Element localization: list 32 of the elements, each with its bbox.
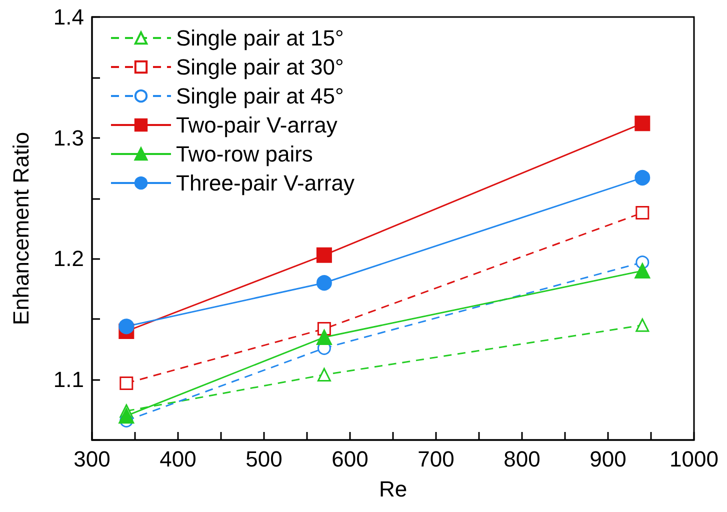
- x-tick-label: 500: [246, 446, 282, 472]
- legend-label: Two-pair V-array: [176, 112, 338, 138]
- x-tick-label: 1000: [670, 446, 718, 472]
- point: [636, 206, 650, 220]
- point: [120, 376, 134, 390]
- legend-label: Three-pair V-array: [176, 170, 355, 196]
- x-tick-label: 900: [590, 446, 626, 472]
- point: [316, 275, 332, 291]
- point: [118, 318, 134, 334]
- x-tick-label: 600: [332, 446, 368, 472]
- legend-label: Single pair at 45°: [176, 84, 344, 108]
- point: [118, 408, 134, 424]
- x-tick-label: 800: [504, 446, 540, 472]
- y-tick-label: 1.4: [53, 4, 84, 30]
- x-tick-label: 300: [74, 446, 110, 472]
- x-tick-label: 700: [418, 446, 454, 472]
- y-tick-label: 1.3: [53, 125, 84, 150]
- y-tick-label: 1.1: [53, 367, 84, 392]
- point: [636, 318, 650, 332]
- x-tick-label: 400: [160, 446, 196, 472]
- y-axis-title: Enhancement Ratio: [8, 132, 34, 326]
- point: [317, 368, 331, 382]
- point: [316, 330, 332, 346]
- legend-label: Two-row pairs: [176, 142, 313, 166]
- x-axis-title: Re: [378, 476, 408, 502]
- point: [634, 170, 650, 186]
- legend-label: Single pair at 15°: [176, 26, 344, 50]
- legend-label: Single pair at 30°: [176, 54, 344, 80]
- point: [316, 247, 332, 263]
- point: [634, 263, 650, 279]
- point: [634, 116, 650, 132]
- y-tick-label: 1.2: [53, 246, 84, 272]
